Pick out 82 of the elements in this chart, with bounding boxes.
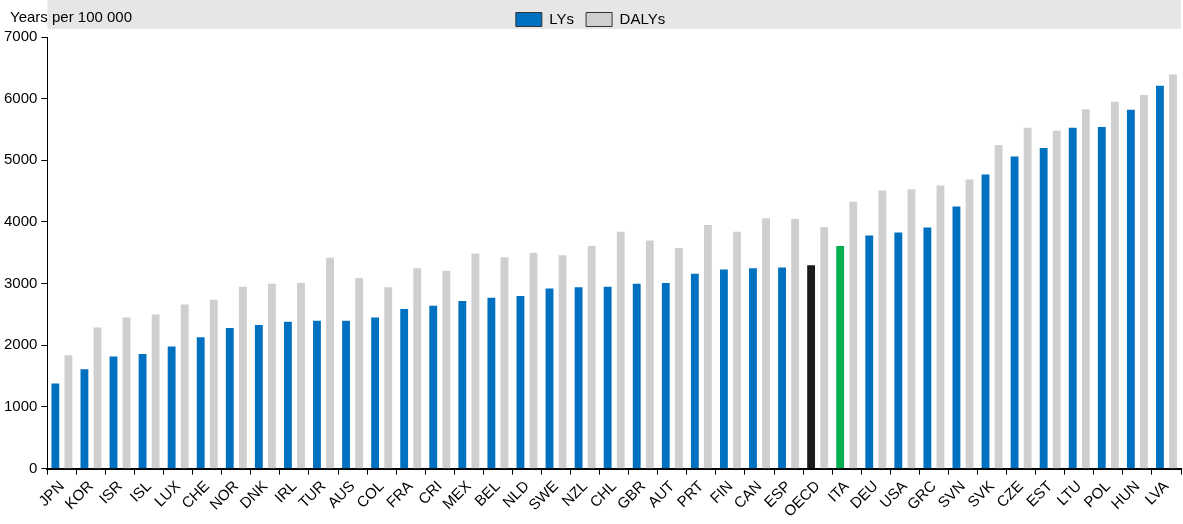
bar (487, 297, 496, 469)
legend-label: LYs (549, 9, 575, 27)
bar (1010, 156, 1019, 469)
y-tick-label: 6000 (3, 88, 38, 106)
x-tick-label: ISR (95, 476, 126, 507)
y-tick-label: 7000 (3, 27, 38, 45)
bar (704, 225, 712, 469)
bar (429, 305, 438, 469)
bar (442, 270, 451, 469)
bar (849, 201, 858, 469)
bar (616, 231, 625, 469)
bar (151, 314, 160, 469)
bar (1126, 109, 1135, 469)
bar (574, 287, 583, 469)
bar (1169, 74, 1177, 469)
legend-label: DALYs (619, 9, 666, 27)
bar (371, 317, 380, 469)
bar (225, 328, 234, 469)
bar (791, 218, 800, 469)
bar (458, 300, 467, 469)
bar (749, 268, 757, 469)
y-tick-label: 4000 (3, 212, 38, 230)
bar (558, 255, 567, 469)
bar (122, 317, 131, 469)
bar (238, 286, 247, 469)
bar (355, 278, 364, 469)
bar (762, 218, 770, 469)
bar (283, 321, 292, 469)
x-tick-label: FIN (706, 477, 736, 507)
bar (632, 283, 641, 469)
bar (1140, 94, 1148, 469)
bar (1081, 109, 1090, 469)
bar (297, 283, 305, 469)
bar (1110, 101, 1119, 469)
bar (1156, 85, 1164, 469)
bar (807, 265, 816, 469)
bar (400, 308, 409, 469)
bar (167, 346, 176, 469)
x-tick-label: NZL (558, 477, 591, 510)
x-tick-label: ISL (126, 477, 155, 505)
bar (778, 267, 786, 469)
bar (1068, 127, 1077, 469)
bar (196, 337, 205, 469)
bar (645, 240, 654, 469)
bar (1052, 130, 1061, 469)
x-tick-label: BEL (470, 477, 503, 510)
bar (907, 189, 916, 469)
y-tick-label: 1000 (3, 397, 38, 415)
y-tick-label: 2000 (3, 335, 38, 353)
bar (820, 226, 829, 469)
bar (878, 190, 887, 469)
y-axis-title: Years per 100 000 (10, 7, 133, 25)
y-tick-label: 5000 (3, 150, 38, 168)
bar (733, 231, 741, 469)
bar (413, 268, 422, 469)
bar (180, 304, 189, 469)
bar (471, 253, 480, 469)
bar (326, 257, 334, 469)
y-tick-label: 3000 (3, 273, 38, 291)
bar (1023, 127, 1032, 469)
bar (209, 299, 218, 469)
bar (690, 273, 699, 469)
bar (661, 283, 670, 469)
bar (836, 246, 845, 469)
bar (1039, 147, 1048, 469)
bar (674, 247, 683, 469)
bar (267, 283, 276, 469)
bar (51, 383, 60, 469)
bar (384, 287, 393, 469)
bar (923, 227, 932, 469)
bar (603, 286, 612, 469)
bar (994, 144, 1003, 469)
bar (313, 320, 321, 469)
bar (587, 246, 596, 469)
y-tick-label: 0 (29, 458, 38, 476)
bar (254, 324, 263, 469)
bar (865, 235, 874, 469)
bar (719, 269, 728, 469)
bar (1097, 127, 1106, 469)
x-tick-label: LVA (1141, 477, 1172, 508)
bar (894, 232, 903, 469)
bar (342, 320, 350, 469)
